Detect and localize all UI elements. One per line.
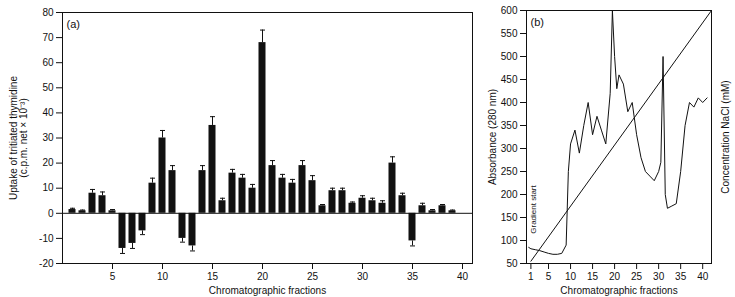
- svg-text:15: 15: [587, 271, 599, 282]
- svg-text:35: 35: [407, 271, 419, 282]
- svg-text:35: 35: [675, 271, 687, 282]
- svg-text:Concentration NaCl (mM): Concentration NaCl (mM): [720, 80, 731, 193]
- svg-text:300: 300: [501, 143, 518, 154]
- svg-text:80: 80: [42, 7, 54, 18]
- svg-text:30: 30: [653, 271, 665, 282]
- svg-text:400: 400: [501, 97, 518, 108]
- svg-text:50: 50: [42, 82, 54, 93]
- svg-text:600: 600: [501, 5, 518, 16]
- svg-text:30: 30: [357, 271, 369, 282]
- svg-text:25: 25: [631, 271, 643, 282]
- svg-text:5: 5: [546, 271, 552, 282]
- svg-text:Uptake of tritiated thymidine(: Uptake of tritiated thymidine(c.p.m. net…: [8, 76, 29, 200]
- svg-text:-10: -10: [39, 233, 54, 244]
- svg-text:200: 200: [501, 189, 518, 200]
- svg-text:10: 10: [157, 271, 169, 282]
- svg-text:1: 1: [528, 271, 534, 282]
- svg-text:Chromatographic fractions: Chromatographic fractions: [209, 285, 326, 296]
- svg-text:25: 25: [307, 271, 319, 282]
- svg-text:10: 10: [565, 271, 577, 282]
- svg-text:150: 150: [501, 212, 518, 223]
- svg-text:50: 50: [506, 258, 518, 269]
- svg-text:20: 20: [257, 271, 269, 282]
- svg-text:500: 500: [501, 51, 518, 62]
- svg-text:Chromatographic fractions: Chromatographic fractions: [560, 285, 677, 296]
- svg-text:40: 40: [42, 107, 54, 118]
- svg-text:(b): (b): [531, 16, 544, 28]
- svg-text:Gradient start: Gradient start: [529, 184, 538, 233]
- svg-text:0: 0: [48, 208, 54, 219]
- svg-text:350: 350: [501, 120, 518, 131]
- svg-text:Absorbance (280 nm): Absorbance (280 nm): [487, 89, 498, 185]
- svg-text:20: 20: [609, 271, 621, 282]
- svg-text:60: 60: [42, 57, 54, 68]
- svg-text:10: 10: [42, 182, 54, 193]
- svg-text:40: 40: [457, 271, 469, 282]
- svg-text:5: 5: [110, 271, 116, 282]
- svg-text:30: 30: [42, 132, 54, 143]
- svg-text:70: 70: [42, 32, 54, 43]
- svg-text:550: 550: [501, 28, 518, 39]
- svg-text:40: 40: [697, 271, 709, 282]
- svg-text:450: 450: [501, 74, 518, 85]
- svg-text:20: 20: [42, 157, 54, 168]
- svg-text:15: 15: [207, 271, 219, 282]
- svg-text:-20: -20: [39, 258, 54, 269]
- svg-text:100: 100: [501, 235, 518, 246]
- svg-text:(a): (a): [67, 18, 80, 30]
- svg-text:250: 250: [501, 166, 518, 177]
